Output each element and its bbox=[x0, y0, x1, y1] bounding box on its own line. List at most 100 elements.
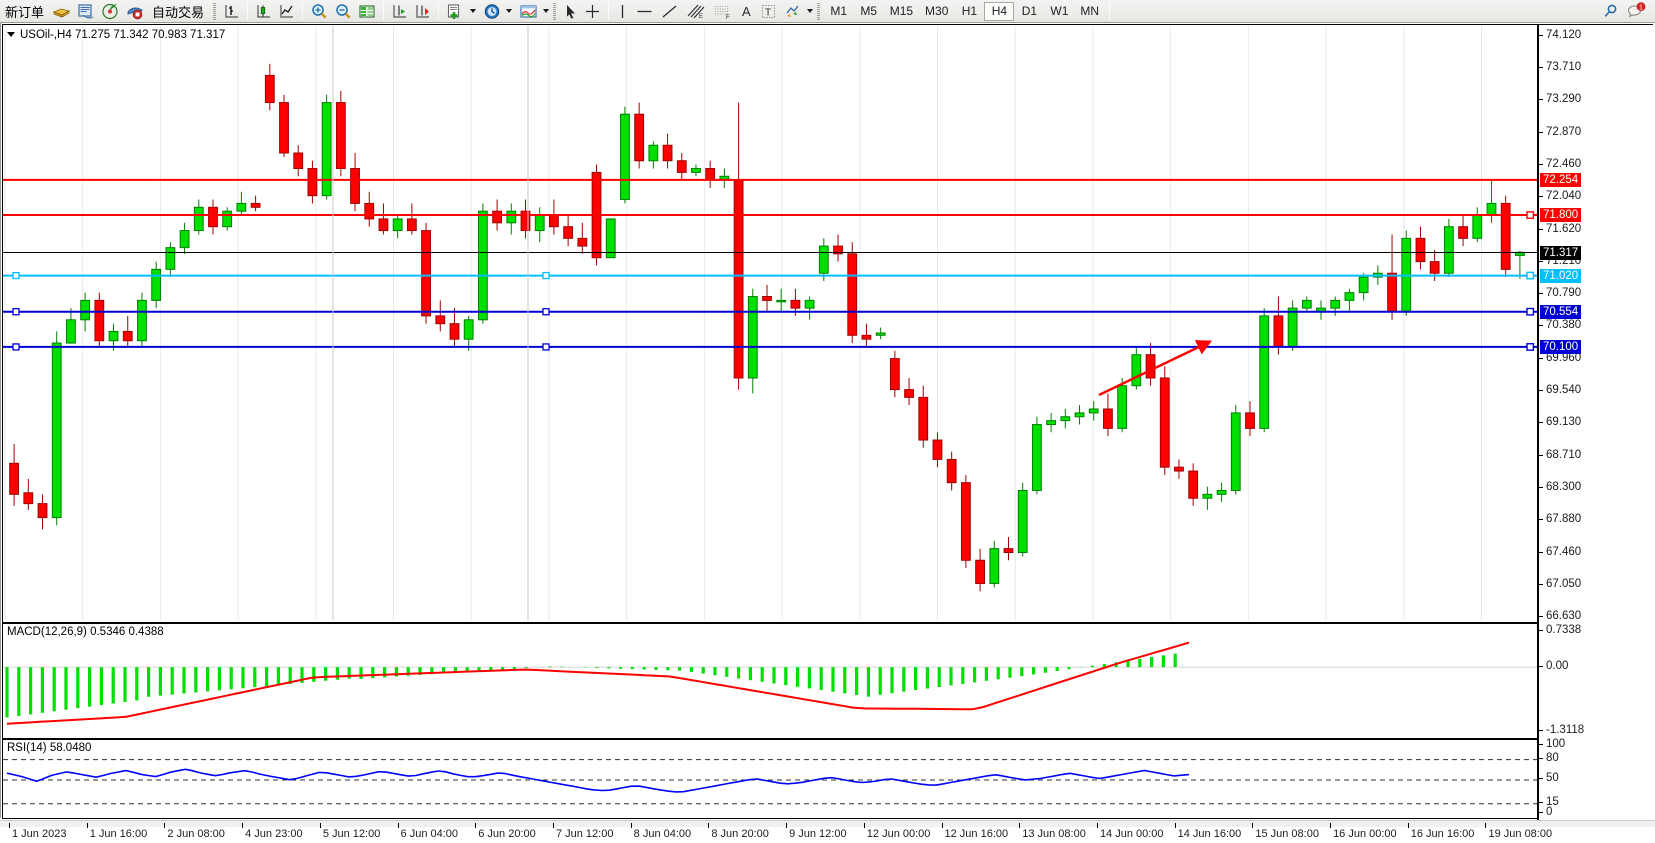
line-chart-icon[interactable] bbox=[275, 1, 298, 22]
time-tick-label: 2 Jun 08:00 bbox=[167, 828, 225, 840]
shapes-arrows-icon[interactable] bbox=[780, 1, 805, 22]
price-tick-label: 67.880 bbox=[1546, 513, 1582, 526]
timeframe-m30[interactable]: M30 bbox=[925, 4, 949, 18]
price-tick bbox=[1539, 325, 1543, 327]
search-icon[interactable] bbox=[1599, 1, 1623, 22]
zoom-out-icon[interactable] bbox=[331, 1, 355, 22]
shapes-chevron-down-icon[interactable] bbox=[806, 9, 813, 13]
toolbar-grip-3[interactable] bbox=[815, 2, 821, 20]
candle-bullish bbox=[392, 218, 403, 232]
axis-tick bbox=[1539, 630, 1543, 631]
candle-bearish bbox=[449, 323, 460, 340]
candle-bearish bbox=[676, 160, 687, 173]
trendline-icon[interactable] bbox=[657, 1, 682, 22]
add-indicator-icon[interactable] bbox=[443, 1, 468, 22]
signal-broadcast-icon[interactable] bbox=[98, 1, 122, 22]
equidistant-channel-icon[interactable]: E bbox=[682, 1, 709, 22]
timeframe-h1[interactable]: H1 bbox=[961, 4, 978, 18]
period-clock-icon[interactable] bbox=[480, 1, 504, 22]
level-handle[interactable] bbox=[12, 271, 20, 280]
timeframe-m5[interactable]: M5 bbox=[860, 4, 878, 18]
trend-arrow-annotation[interactable] bbox=[3, 25, 1537, 620]
candle-bullish bbox=[1017, 489, 1028, 554]
timeframe-w1[interactable]: W1 bbox=[1050, 4, 1069, 18]
level-handle[interactable] bbox=[1526, 271, 1535, 280]
text-label-tool-icon[interactable]: T bbox=[757, 1, 780, 22]
timeframe-d1[interactable]: D1 bbox=[1021, 4, 1038, 18]
period-chevron-down-icon[interactable] bbox=[506, 9, 513, 13]
zoom-in-icon[interactable] bbox=[307, 1, 331, 22]
level-handle[interactable] bbox=[542, 308, 550, 316]
add-indicator-chevron-down-icon[interactable] bbox=[470, 9, 477, 13]
chart-area[interactable]: USOil-,H4 71.275 71.342 70.983 71.317 MA… bbox=[0, 23, 1655, 840]
candle-bullish bbox=[137, 299, 147, 342]
macd-label: MACD(12,26,9) 0.5346 0.4388 bbox=[7, 626, 164, 638]
toolbar-grip-1[interactable] bbox=[212, 2, 218, 20]
toolbar-divider-b bbox=[302, 2, 304, 20]
level-handle[interactable] bbox=[542, 271, 550, 280]
level-handle[interactable] bbox=[1526, 343, 1535, 351]
price-badge-support-level[interactable]: 70.100 bbox=[1540, 339, 1582, 354]
templates-chevron-down-icon[interactable] bbox=[543, 9, 550, 13]
terminal-window-icon[interactable] bbox=[74, 1, 98, 22]
auto-trading-icon[interactable] bbox=[122, 1, 147, 22]
time-tick bbox=[786, 823, 788, 828]
price-badge-resistance-level[interactable]: 72.254 bbox=[1540, 172, 1582, 187]
cursor-arrow-icon[interactable] bbox=[560, 1, 581, 22]
level-handle[interactable] bbox=[12, 308, 20, 316]
crosshair-icon[interactable] bbox=[581, 1, 604, 22]
time-tick bbox=[1174, 823, 1176, 828]
vertical-line-icon[interactable] bbox=[613, 1, 632, 22]
price-badge-current-price[interactable]: 71.317 bbox=[1540, 245, 1582, 260]
candle-bearish bbox=[1159, 377, 1170, 468]
new-order-button[interactable]: 新订单 bbox=[0, 1, 49, 22]
price-scale[interactable]: 74.120 73.710 73.290 72.870 72.460 72.040 71.6… bbox=[1537, 25, 1654, 820]
timeframe-m15[interactable]: M15 bbox=[889, 4, 914, 18]
candle-bullish bbox=[1330, 299, 1341, 309]
candle-bearish bbox=[122, 330, 133, 342]
price-pane[interactable] bbox=[3, 25, 1537, 620]
macd-pane[interactable]: MACD(12,26,9) 0.5346 0.4388 bbox=[3, 622, 1537, 736]
level-handle[interactable] bbox=[1526, 307, 1535, 316]
data-window-icon[interactable] bbox=[355, 1, 379, 22]
auto-scroll-icon[interactable] bbox=[388, 1, 411, 22]
chart-shift-icon[interactable] bbox=[411, 1, 434, 22]
text-tool-icon[interactable]: A bbox=[736, 1, 757, 22]
price-tick-label: 70.790 bbox=[1546, 287, 1582, 300]
candle-bearish bbox=[520, 210, 531, 232]
candle-bullish bbox=[1230, 412, 1241, 491]
level-handle[interactable] bbox=[1526, 211, 1535, 219]
bar-chart-icon[interactable] bbox=[220, 1, 243, 22]
horizontal-levels-layer[interactable] bbox=[3, 25, 1537, 620]
candle-bullish bbox=[875, 332, 886, 336]
candle-bearish bbox=[1415, 237, 1426, 263]
auto-trading-button[interactable]: 自动交易 bbox=[147, 1, 209, 22]
templates-icon[interactable] bbox=[516, 1, 541, 22]
notifications-icon[interactable]: 1 bbox=[1623, 1, 1649, 22]
level-handle[interactable] bbox=[542, 343, 550, 351]
main-toolbar: 新订单 自动交易 bbox=[0, 0, 1655, 23]
svg-text:T: T bbox=[765, 7, 771, 18]
time-scale[interactable]: 1 Jun 2023 1 Jun 16:00 2 Jun 08:00 4 Jun 23… bbox=[7, 823, 1655, 843]
horizontal-line-icon[interactable] bbox=[632, 1, 657, 22]
candle-bullish bbox=[605, 218, 616, 259]
timeframe-mn[interactable]: MN bbox=[1080, 4, 1100, 18]
price-badge-support-level[interactable]: 70.554 bbox=[1540, 304, 1582, 319]
symbol-header[interactable]: USOil-,H4 71.275 71.342 70.983 71.317 bbox=[7, 27, 225, 42]
left-groove bbox=[0, 23, 3, 818]
candlestick-chart-icon[interactable] bbox=[252, 1, 275, 22]
candle-bearish bbox=[406, 218, 417, 232]
rsi-tick-label: 50 bbox=[1546, 772, 1559, 784]
fibonacci-retracement-icon[interactable]: F bbox=[709, 1, 736, 22]
gold-bars-icon[interactable] bbox=[49, 1, 74, 22]
price-badge-level[interactable]: 71.020 bbox=[1540, 268, 1582, 283]
toolbar-grip-2[interactable] bbox=[552, 2, 558, 20]
candle-bearish bbox=[634, 113, 645, 162]
chart-frame[interactable]: USOil-,H4 71.275 71.342 70.983 71.317 MA… bbox=[2, 24, 1654, 840]
symbol-dropdown-caret-icon[interactable] bbox=[7, 32, 15, 37]
timeframe-m1[interactable]: M1 bbox=[830, 4, 848, 18]
rsi-pane[interactable]: RSI(14) 58.0480 bbox=[3, 738, 1537, 818]
timeframe-h4[interactable]: H4 bbox=[984, 1, 1015, 21]
level-handle[interactable] bbox=[12, 343, 20, 351]
price-badge-resistance-level[interactable]: 71.800 bbox=[1540, 208, 1582, 223]
